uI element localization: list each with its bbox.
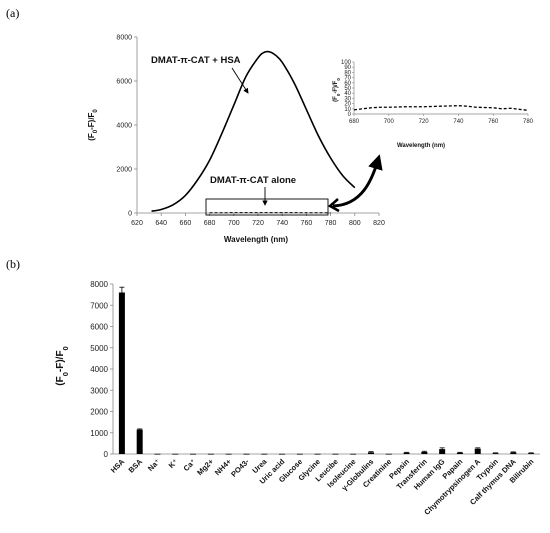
panel-a-ytick: 0 bbox=[128, 211, 132, 218]
bar-12 bbox=[332, 453, 339, 455]
inset-ytick: 90 bbox=[344, 65, 351, 71]
panel-b-ytick: 4000 bbox=[90, 365, 108, 374]
inset-xtick: 700 bbox=[384, 119, 395, 125]
panel-a-xtick: 680 bbox=[204, 220, 216, 227]
panel-a-ytick: 8000 bbox=[116, 35, 132, 42]
bar-19 bbox=[456, 452, 463, 454]
panel-b-ytick: 7000 bbox=[90, 301, 108, 310]
panel-b-ytick: 2000 bbox=[90, 408, 108, 417]
panel-a-xtick: 780 bbox=[325, 220, 337, 227]
panel-a-ytick: 4000 bbox=[116, 123, 132, 130]
panel-a-xtick: 820 bbox=[373, 220, 385, 227]
inset-xtick: 720 bbox=[419, 119, 430, 125]
category-label-2: Na⁺ bbox=[146, 457, 162, 473]
panel-a-lines bbox=[151, 50, 356, 214]
category-label-7: PO43- bbox=[229, 457, 251, 479]
inset-line bbox=[353, 105, 529, 112]
inset-ylabel: (F0-F)/F0 bbox=[333, 78, 341, 102]
annotation-hsa-arrow bbox=[231, 67, 249, 94]
panel-b-ytick: 3000 bbox=[90, 386, 108, 395]
category-label-3: K⁺ bbox=[167, 457, 180, 470]
panel-a-xtick: 640 bbox=[155, 220, 167, 227]
category-label-0: HSA bbox=[109, 457, 127, 475]
panel-a-ytick: 2000 bbox=[116, 167, 132, 174]
inset-ytick: 10 bbox=[344, 107, 351, 113]
inset-ytick: 50 bbox=[344, 86, 351, 92]
panel-b-axes: 0 1000 2000 3000 4000 5000 6000 7000 8000 bbox=[90, 280, 540, 459]
panel-a-xlabel: Wavelength (nm) bbox=[224, 235, 288, 244]
bar-6 bbox=[225, 453, 232, 455]
annotation-alone: DMAT-π-CAT alone bbox=[210, 175, 296, 186]
inset-xtick: 760 bbox=[488, 119, 499, 125]
zoom-curved-arrow bbox=[332, 154, 383, 208]
series-line-0 bbox=[151, 50, 356, 213]
bar-17 bbox=[421, 451, 428, 454]
inset-ytick: 30 bbox=[344, 96, 351, 102]
panel-b-ytick: 8000 bbox=[90, 280, 108, 289]
inset-ytick: 100 bbox=[341, 60, 352, 66]
annotation-hsa: DMAT-π-CAT + HSA bbox=[151, 55, 241, 66]
bar-1 bbox=[136, 429, 143, 454]
bar-21 bbox=[492, 453, 499, 454]
bar-11 bbox=[314, 453, 321, 455]
zoom-box bbox=[205, 198, 329, 216]
panel-a-label: (a) bbox=[6, 6, 19, 20]
panel-b-label: (b) bbox=[6, 257, 20, 271]
bar-20 bbox=[474, 448, 481, 454]
panel-a-ylabel: (F0-F)/F0 bbox=[87, 109, 99, 141]
inset-ytick: 60 bbox=[344, 81, 351, 87]
bar-2 bbox=[154, 453, 161, 455]
panel-b-ytick: 5000 bbox=[90, 344, 108, 353]
bar-9 bbox=[279, 453, 286, 455]
panel-b-bars bbox=[118, 286, 535, 455]
panel-a-xtick: 760 bbox=[301, 220, 313, 227]
bar-15 bbox=[385, 453, 392, 455]
panel-b-ytick: 0 bbox=[104, 450, 109, 459]
bar-16 bbox=[403, 452, 410, 454]
bar-13 bbox=[350, 453, 357, 455]
panel-a-xtick: 620 bbox=[131, 220, 143, 227]
bar-7 bbox=[243, 453, 250, 455]
bar-4 bbox=[190, 453, 197, 455]
inset-ytick: 20 bbox=[344, 102, 351, 108]
bar-14 bbox=[367, 452, 374, 454]
zoom-curved-arrow-tail bbox=[327, 198, 340, 213]
inset-series-line bbox=[353, 105, 529, 112]
panel-a-ytick: 6000 bbox=[116, 79, 132, 86]
bar-3 bbox=[172, 453, 179, 455]
inset-ytick: 0 bbox=[348, 112, 352, 118]
inset-xtick: 680 bbox=[349, 119, 360, 125]
category-label-5: Mg2+ bbox=[195, 457, 216, 478]
panel-a-xtick: 720 bbox=[252, 220, 264, 227]
panel-a-xtick: 700 bbox=[228, 220, 240, 227]
inset-ytick: 80 bbox=[344, 70, 351, 76]
bar-10 bbox=[296, 453, 303, 455]
bar-22 bbox=[510, 452, 517, 454]
panel-b-ylabel: (F0-F)/F0 bbox=[55, 346, 70, 385]
inset-xtick: 780 bbox=[523, 119, 534, 125]
bar-0 bbox=[118, 292, 125, 454]
inset-xlabel: Wavelength (nm) bbox=[397, 143, 445, 149]
panel-a-xtick: 740 bbox=[276, 220, 288, 227]
inset-ytick: 40 bbox=[344, 91, 351, 97]
bar-8 bbox=[261, 453, 268, 455]
category-label-1: BSA bbox=[127, 457, 145, 475]
inset-xtick: 740 bbox=[453, 119, 464, 125]
bar-18 bbox=[439, 449, 446, 454]
inset-ytick: 70 bbox=[344, 76, 351, 82]
bar-23 bbox=[528, 453, 535, 454]
panel-a-xtick: 660 bbox=[180, 220, 192, 227]
panel-a-xtick: 800 bbox=[349, 220, 361, 227]
bar-5 bbox=[207, 453, 214, 455]
panel-b-ytick: 6000 bbox=[90, 323, 108, 332]
panel-b-ytick: 1000 bbox=[90, 429, 108, 438]
